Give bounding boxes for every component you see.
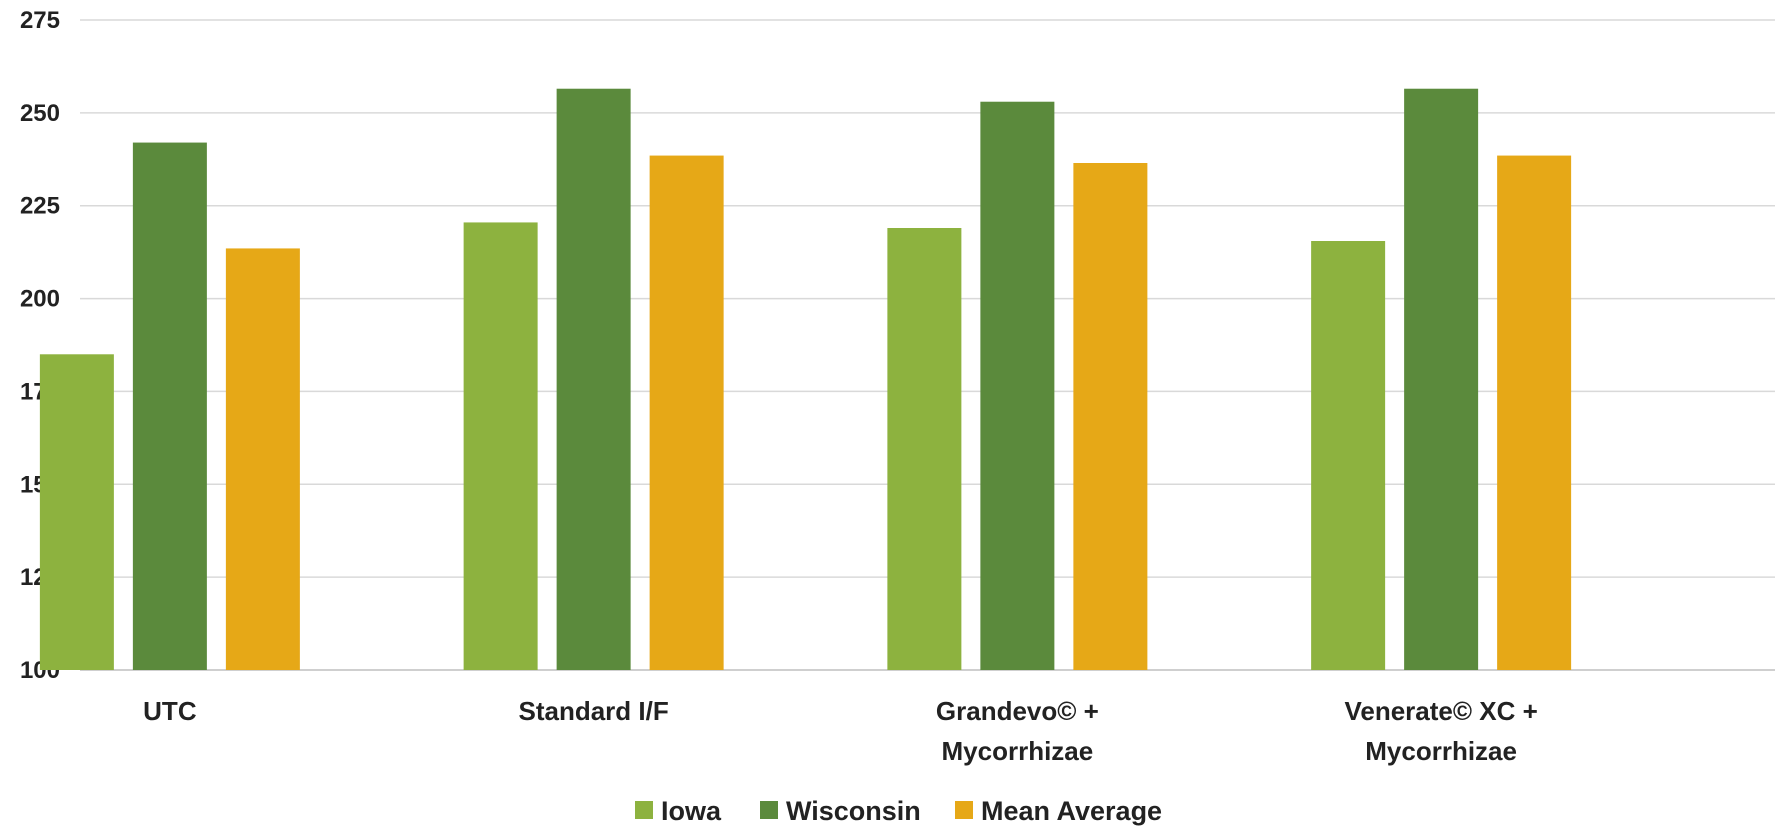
legend-label: Wisconsin (786, 796, 921, 826)
legend-swatch (635, 801, 653, 819)
bars (39, 88, 1572, 671)
bar-wisconsin (132, 142, 207, 671)
y-tick-label: 275 (20, 7, 60, 34)
x-axis-categories: UTC Standard I/F Grandevo© + Mycorrhizae Ven… (143, 696, 1538, 766)
bar-wisconsin (980, 101, 1055, 670)
bar-mean-average (649, 155, 724, 671)
bar-wisconsin (1404, 88, 1479, 670)
x-category-label: Venerate© XC + (1344, 696, 1537, 726)
x-category-label: Mycorrhizae (1365, 736, 1517, 766)
legend-swatch (760, 801, 778, 819)
legend-swatch (955, 801, 973, 819)
legend-label: Iowa (661, 796, 722, 826)
bar-wisconsin (556, 88, 631, 670)
y-tick-label: 200 (20, 286, 60, 313)
bar-mean-average (1073, 163, 1148, 670)
bar-iowa (39, 354, 114, 670)
y-tick-label: 225 (20, 193, 60, 220)
bar-mean-average (1497, 155, 1572, 671)
bar-mean-average (225, 248, 300, 670)
x-category-label: Mycorrhizae (942, 736, 1094, 766)
y-tick-label: 250 (20, 100, 60, 127)
legend: Iowa Wisconsin Mean Average (635, 796, 1162, 826)
bar-iowa (463, 222, 538, 670)
x-category-label: UTC (143, 696, 197, 726)
bar-iowa (1311, 241, 1386, 670)
legend-label: Mean Average (981, 796, 1162, 826)
x-category-label: Grandevo© + (936, 696, 1099, 726)
x-category-label: Standard I/F (519, 696, 669, 726)
bar-iowa (887, 228, 962, 670)
